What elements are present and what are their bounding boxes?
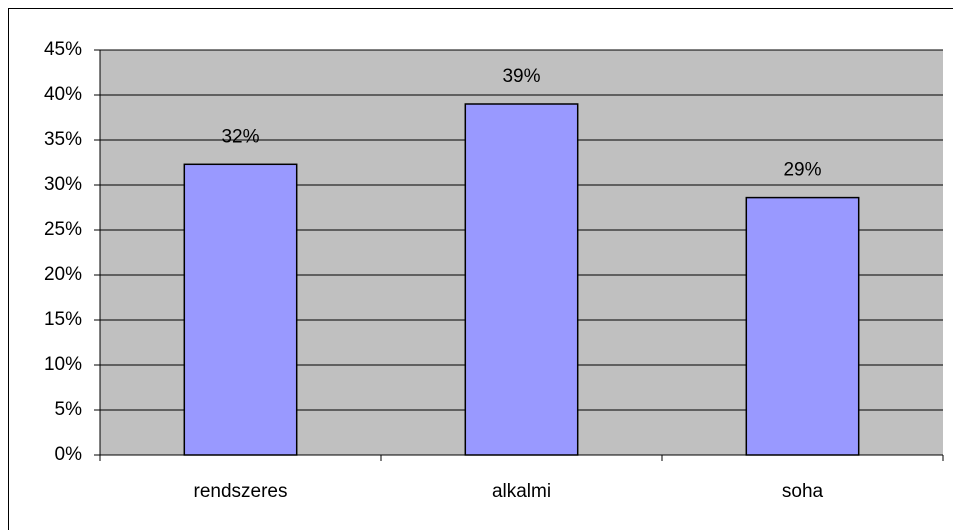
bar [745,196,860,456]
data-label: 39% [502,66,540,87]
x-tick-label: rendszeres [194,481,288,502]
data-label: 32% [221,126,259,147]
x-tick-label: alkalmi [492,481,551,502]
y-tick-label: 10% [44,354,82,375]
y-tick-label: 0% [55,444,83,465]
bar [464,103,579,456]
y-tick-label: 20% [44,264,82,285]
y-tick-label: 25% [44,219,82,240]
y-tick-label: 45% [44,39,82,60]
x-tick-label: soha [782,481,824,502]
y-tick-label: 40% [44,84,82,105]
y-tick-label: 5% [55,399,83,420]
data-label: 29% [783,160,821,181]
bar [183,163,298,456]
y-tick-label: 30% [44,174,82,195]
y-tick-label: 35% [44,129,82,150]
y-tick-label: 15% [44,309,82,330]
